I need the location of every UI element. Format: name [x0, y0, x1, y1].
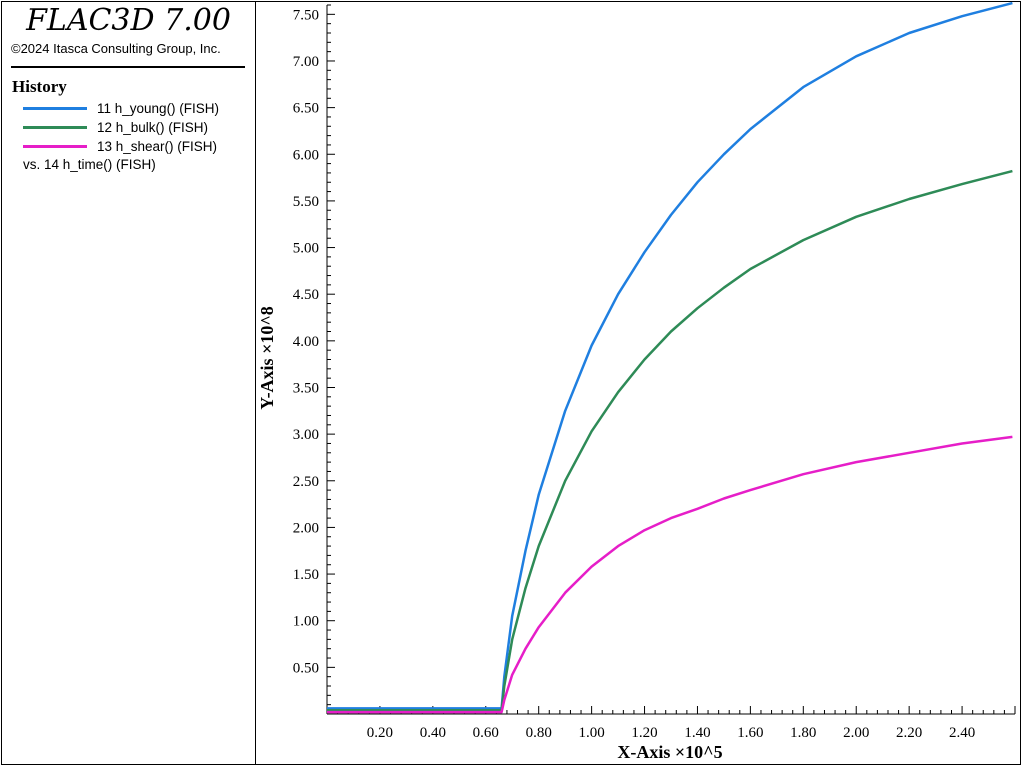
x-tick-label: 1.40	[684, 725, 710, 741]
x-axis-label: X-Axis ×10^5	[617, 742, 722, 762]
y-tick-label: 3.50	[293, 380, 319, 396]
history-heading: History	[12, 77, 67, 96]
y-tick-label: 5.00	[293, 241, 319, 257]
y-tick-label: 2.00	[293, 520, 319, 536]
x-tick-label: 1.00	[578, 725, 604, 741]
y-tick-label: 0.50	[293, 660, 319, 676]
legend-swatch-bulk	[23, 125, 87, 129]
legend-swatch-shear	[23, 144, 87, 148]
y-tick-label: 1.50	[293, 567, 319, 583]
legend-label-shear: 13 h_shear() (FISH)	[97, 138, 218, 154]
y-tick-label: 1.00	[293, 614, 319, 630]
y-tick-label: 3.00	[293, 427, 319, 443]
x-tick-label: 0.40	[420, 725, 446, 741]
legend-panel: FLAC3D 7.00 ©2024 Itasca Consulting Grou…	[1, 1, 256, 765]
x-tick-label: 2.00	[843, 725, 869, 741]
y-tick-label: 2.50	[293, 474, 319, 490]
chart-axes: 0.50 1.00 1.50 2.00 2.50 3.00 3.50 4.00 4.50 5.00…	[293, 4, 1016, 741]
legend-item-shear: 13 h_shear() (FISH)	[23, 137, 217, 155]
y-tick-label: 4.00	[293, 334, 319, 350]
x-tick-label: 2.20	[896, 725, 922, 741]
y-tick-label: 5.50	[293, 194, 319, 210]
legend-label-young: 11 h_young() (FISH)	[97, 100, 220, 116]
y-tick-label: 7.00	[293, 54, 319, 70]
legend-item-young: 11 h_young() (FISH)	[23, 99, 219, 117]
y-tick-label: 6.00	[293, 147, 319, 163]
y-tick-label: 7.50	[293, 7, 319, 23]
y-tick-label: 4.50	[293, 287, 319, 303]
x-tick-label: 1.20	[631, 725, 657, 741]
app-title: FLAC3D 7.00	[26, 3, 231, 38]
legend-vs-axis: vs. 14 h_time() (FISH)	[23, 157, 156, 172]
title-divider	[11, 66, 245, 68]
series-line-3	[327, 435, 1013, 714]
y-axis-label: Y-Axis ×10^8	[257, 306, 277, 410]
copyright-text: ©2024 Itasca Consulting Group, Inc.	[11, 41, 221, 56]
x-tick-label: 1.60	[737, 725, 763, 741]
legend-label-bulk: 12 h_bulk() (FISH)	[97, 119, 209, 135]
series-line-1	[327, 1, 1013, 710]
x-tick-label: 1.80	[790, 725, 816, 741]
y-tick-label: 6.50	[293, 101, 319, 117]
x-tick-label: 0.80	[526, 725, 552, 741]
series-layer	[327, 1, 1013, 714]
series-line-2	[327, 169, 1013, 712]
x-tick-label: 0.60	[473, 725, 499, 741]
x-tick-label: 2.40	[949, 725, 975, 741]
legend-item-bulk: 12 h_bulk() (FISH)	[23, 118, 208, 136]
x-tick-label: 0.20	[367, 725, 393, 741]
legend-swatch-young	[23, 106, 87, 110]
